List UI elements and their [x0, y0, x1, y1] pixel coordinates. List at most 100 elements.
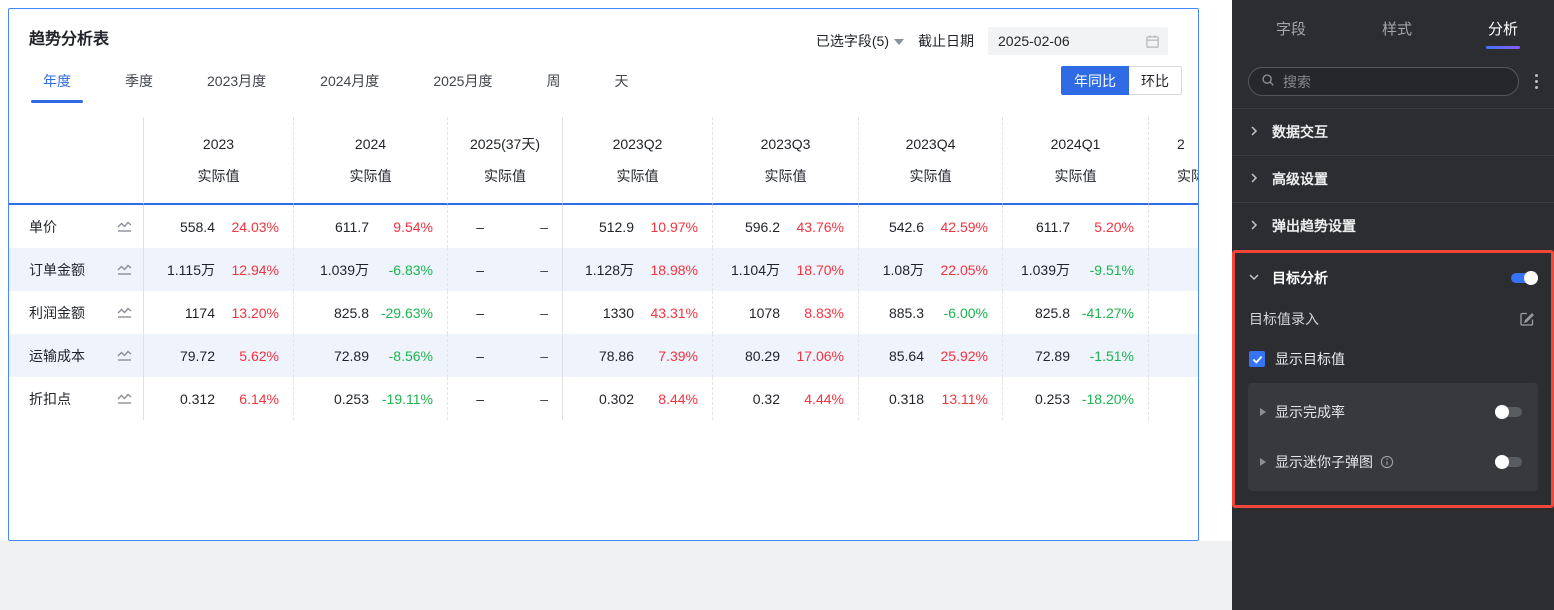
trend-analysis-card[interactable]: 趋势分析表 已选字段(5) 截止日期 2025-02-06	[8, 8, 1199, 541]
data-cell: 611.7 9.54%	[293, 205, 447, 248]
cell-percent: 5.62%	[239, 347, 279, 364]
panel-sections: 数据交互 高级设置 弹出趋势设置	[1232, 108, 1554, 249]
measure-name: 订单金额	[29, 261, 85, 278]
cell-value: –	[476, 347, 484, 364]
cell-percent: 42.59%	[940, 218, 988, 235]
period-tab-2025月度[interactable]: 2025月度	[433, 73, 493, 89]
target-analysis-toggle[interactable]	[1511, 271, 1538, 285]
cell-percent: 13.11%	[941, 390, 988, 407]
cell-percent: –	[540, 347, 548, 364]
cell-value: 558.4	[179, 218, 215, 235]
triangle-right-icon[interactable]	[1260, 408, 1266, 416]
panel-section-高级设置[interactable]: 高级设置	[1232, 155, 1554, 202]
panel-tab-样式[interactable]: 样式	[1381, 21, 1412, 38]
data-cell: 85.64 25.92%	[858, 334, 1002, 377]
target-subpanel: 显示完成率 显示迷你子弹图	[1248, 383, 1538, 491]
cell-percent: -18.20%	[1081, 390, 1134, 407]
cell-value: 1.039万	[1020, 261, 1070, 278]
data-cell: 1.08万 22.05%	[858, 248, 1002, 291]
data-cell: 512.9 10.97%	[562, 205, 712, 248]
deadline-date-value: 2025-02-06	[998, 33, 1070, 49]
mini-chart-icon[interactable]	[116, 219, 133, 234]
selected-fields-label: 已选字段(5)	[815, 33, 889, 49]
show-target-checkbox[interactable]	[1249, 351, 1265, 367]
search-input[interactable]	[1283, 73, 1506, 90]
column-label: 2	[1177, 136, 1185, 152]
period-tab-天[interactable]: 天	[614, 73, 629, 89]
edit-icon[interactable]	[1519, 311, 1535, 327]
compare-option-年同比[interactable]: 年同比	[1061, 66, 1129, 95]
cell-value: 1078	[748, 304, 780, 321]
data-cell: 542.6 42.59%	[858, 205, 1002, 248]
cell-value: 1174	[184, 304, 215, 321]
card-title: 趋势分析表	[29, 31, 110, 48]
cell-value: 80.29	[744, 347, 780, 364]
selected-fields-dropdown[interactable]: 已选字段(5)	[816, 31, 904, 51]
column-subheader: 实际值	[1054, 168, 1097, 184]
target-subitem-显示完成率: 显示完成率	[1260, 387, 1526, 437]
period-tab-年度[interactable]: 年度	[31, 63, 83, 103]
cell-percent: –	[540, 390, 548, 407]
more-options-icon[interactable]	[1529, 70, 1544, 93]
cell-value: –	[476, 218, 484, 235]
target-entry-label: 目标值录入	[1249, 311, 1319, 327]
info-icon[interactable]	[1380, 455, 1394, 469]
target-subitem-toggle[interactable]	[1495, 405, 1522, 419]
panel-tab-分析[interactable]: 分析	[1485, 18, 1521, 49]
mini-chart-icon[interactable]	[116, 305, 133, 320]
cell-percent: 18.70%	[796, 261, 844, 278]
cell-percent: 7.39%	[658, 347, 698, 364]
cell-value: –	[1169, 305, 1198, 321]
panel-section-弹出趋势设置[interactable]: 弹出趋势设置	[1232, 202, 1554, 249]
chevron-down-icon	[894, 39, 904, 45]
panel-tab-字段[interactable]: 字段	[1276, 21, 1307, 38]
mini-chart-icon[interactable]	[116, 391, 133, 406]
cell-percent: 6.14%	[239, 390, 279, 407]
compare-option-环比[interactable]: 环比	[1129, 66, 1182, 95]
column-label: 2024	[354, 136, 387, 152]
data-cell: –	[1148, 377, 1198, 420]
row-label-利润金额: 利润金额	[9, 291, 143, 334]
column-label: 2023Q2	[612, 136, 663, 152]
data-cell: 0.318 13.11%	[858, 377, 1002, 420]
cell-percent: 24.03%	[231, 218, 279, 235]
panel-section-数据交互[interactable]: 数据交互	[1232, 108, 1554, 155]
cell-value: –	[1169, 391, 1198, 407]
cell-percent: -8.56%	[388, 347, 433, 364]
period-tab-2024月度[interactable]: 2024月度	[320, 73, 380, 89]
triangle-right-icon[interactable]	[1260, 458, 1266, 466]
data-cell: 1330 43.31%	[562, 291, 712, 334]
toggle-knob	[1495, 405, 1509, 419]
cell-value: 78.86	[598, 347, 634, 364]
data-cell: 1.128万 18.98%	[562, 248, 712, 291]
target-subitem-toggle[interactable]	[1495, 455, 1522, 469]
data-cell: – –	[447, 291, 562, 334]
data-cell: 1.039万 -9.51%	[1002, 248, 1148, 291]
data-cell: 1.104万 18.70%	[712, 248, 858, 291]
cell-percent: 10.97%	[650, 218, 698, 235]
mini-chart-icon[interactable]	[116, 348, 133, 363]
period-tab-2023月度[interactable]: 2023月度	[207, 73, 267, 89]
chevron-down-icon[interactable]	[1248, 271, 1260, 286]
cell-percent: 9.54%	[393, 218, 433, 235]
cell-percent: 4.44%	[804, 390, 844, 407]
deadline-date-picker[interactable]: 2025-02-06	[988, 27, 1168, 55]
data-cell: 1174 13.20%	[143, 291, 293, 334]
cell-percent: 8.83%	[804, 304, 844, 321]
period-tab-周[interactable]: 周	[546, 73, 561, 89]
measure-name: 单价	[29, 218, 57, 235]
data-cell: 72.89 -8.56%	[293, 334, 447, 377]
column-subheader: 实际值	[484, 168, 526, 184]
deadline-label: 截止日期	[918, 33, 974, 49]
cell-value: 1.128万	[584, 261, 634, 278]
cell-value: 0.318	[888, 390, 924, 407]
period-tabs: 年度 季度 2023月度 2024月度 2025月度 周 天	[31, 63, 632, 103]
mini-chart-icon[interactable]	[116, 262, 133, 277]
cell-percent: –	[540, 261, 548, 278]
cell-value: 512.9	[598, 218, 634, 235]
period-tab-季度[interactable]: 季度	[125, 73, 153, 89]
show-target-label: 显示目标值	[1275, 351, 1345, 367]
panel-search[interactable]	[1248, 67, 1519, 96]
column-label: 2025(37天)	[469, 136, 541, 152]
column-subheader: 实际值	[764, 168, 807, 184]
